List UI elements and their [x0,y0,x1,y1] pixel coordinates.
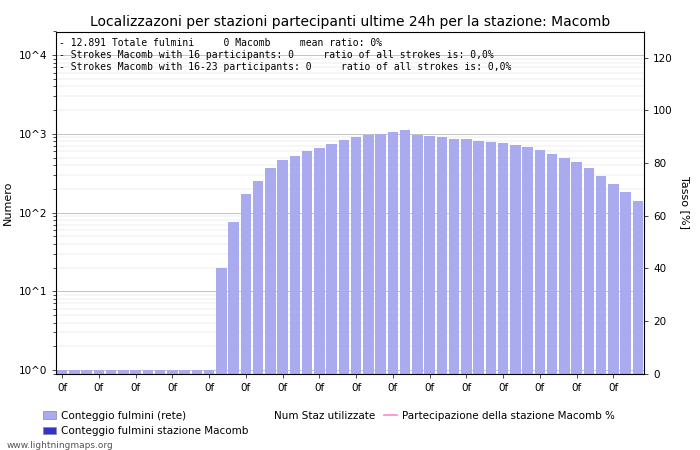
Bar [179,370,190,450]
Bar [265,168,276,450]
Bar [633,201,643,450]
Bar [167,370,178,450]
Bar [326,144,337,450]
Legend: Conteggio fulmini (rete), Conteggio fulmini stazione Macomb, Num Staz utilizzate: Conteggio fulmini (rete), Conteggio fulm… [39,407,619,440]
Title: Localizzazoni per stazioni partecipanti ultime 24h per la stazione: Macomb: Localizzazoni per stazioni partecipanti … [90,15,610,29]
Bar [118,370,129,450]
Bar [535,150,545,450]
Bar [584,168,594,450]
Bar [375,134,386,450]
Bar [510,145,521,450]
Bar [155,370,165,450]
Y-axis label: Numero: Numero [3,180,13,225]
Bar [486,142,496,450]
Bar [106,370,116,450]
Bar [241,194,251,450]
Bar [424,135,435,450]
Bar [449,139,459,450]
Bar [351,137,361,450]
Bar [608,184,619,450]
Bar [69,370,80,450]
Y-axis label: Tasso [%]: Tasso [%] [680,176,689,229]
Bar [216,268,227,450]
Bar [253,181,263,450]
Bar [412,135,423,450]
Bar [547,154,557,450]
Bar [290,156,300,450]
Bar [522,147,533,450]
Bar [81,370,92,450]
Text: www.lightningmaps.org: www.lightningmaps.org [7,441,113,450]
Bar [204,370,214,450]
Bar [57,370,67,450]
Bar [339,140,349,450]
Bar [314,148,325,450]
Bar [620,193,631,450]
Bar [437,137,447,450]
Bar [302,151,312,450]
Bar [596,176,606,450]
Bar [571,162,582,450]
Bar [461,140,472,450]
Bar [130,370,141,450]
Bar [94,370,104,450]
Bar [277,160,288,450]
Bar [473,141,484,450]
Bar [192,370,202,450]
Text: - 12.891 Totale fulmini     0 Macomb     mean ratio: 0%
- Strokes Macomb with 16: - 12.891 Totale fulmini 0 Macomb mean ra… [59,38,511,72]
Bar [143,370,153,450]
Bar [559,158,570,450]
Bar [363,135,374,450]
Bar [498,143,508,450]
Bar [400,130,410,450]
Bar [388,132,398,450]
Bar [228,222,239,450]
